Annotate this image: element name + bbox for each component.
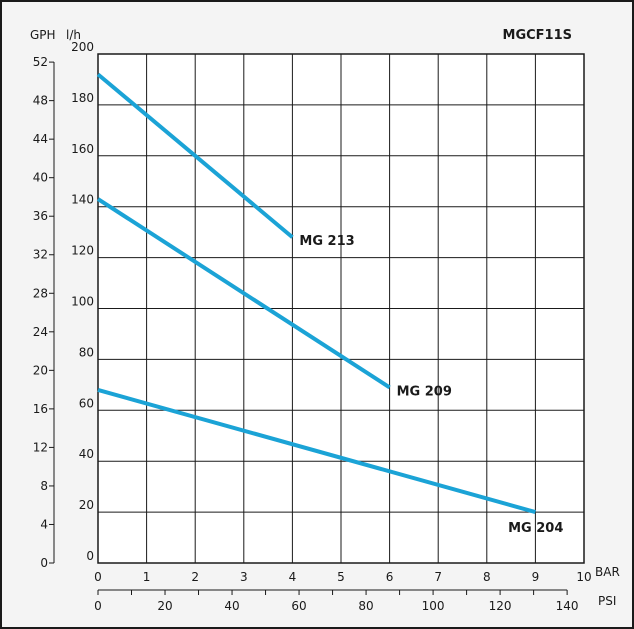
psi-tick-label: 120 (489, 599, 512, 613)
lh-axis-label: l/h (66, 28, 81, 42)
gph-tick-label: 52 (33, 55, 48, 69)
lh-tick-label: 200 (71, 40, 94, 54)
lh-tick-label: 180 (71, 91, 94, 105)
series-label-3: MG 204 (508, 521, 563, 536)
lh-tick-label: 0 (86, 549, 94, 563)
lh-tick-label: 160 (71, 142, 94, 156)
lh-tick-label: 80 (79, 345, 94, 359)
lh-tick-label: 140 (71, 193, 94, 207)
gph-tick-label: 24 (33, 325, 48, 339)
gph-tick-label: 32 (33, 248, 48, 262)
series-label-1: MG 213 (299, 234, 354, 249)
lh-tick-label: 120 (71, 244, 94, 258)
lh-tick-label: 100 (71, 295, 94, 309)
gph-tick-label: 44 (33, 132, 48, 146)
psi-tick-label: 60 (291, 599, 306, 613)
psi-tick-label: 80 (358, 599, 373, 613)
bar-tick-label: 2 (191, 570, 199, 584)
bar-tick-label: 10 (576, 570, 591, 584)
bar-tick-label: 3 (240, 570, 248, 584)
bar-axis-label: BAR (595, 565, 620, 579)
psi-axis-label: PSI (598, 594, 616, 608)
bar-tick-label: 6 (386, 570, 394, 584)
gph-tick-label: 12 (33, 440, 48, 454)
chart-title: MGCF11S (503, 28, 572, 43)
gph-axis-label: GPH (30, 28, 56, 42)
bar-tick-label: 8 (483, 570, 491, 584)
bar-tick-label: 4 (289, 570, 297, 584)
bar-tick-label: 1 (143, 570, 151, 584)
psi-tick-label: 140 (556, 599, 579, 613)
series-line-3 (97, 388, 536, 515)
gph-tick-label: 48 (33, 94, 48, 108)
psi-tick-label: 20 (157, 599, 172, 613)
series-line-2 (96, 197, 391, 390)
gph-tick-label: 20 (33, 363, 48, 377)
gph-tick-label: 8 (40, 479, 48, 493)
lh-tick-label: 60 (79, 396, 94, 410)
lh-tick-label: 40 (79, 447, 94, 461)
bar-tick-label: 9 (532, 570, 540, 584)
psi-tick-label: 100 (422, 599, 445, 613)
psi-tick-label: 0 (94, 599, 102, 613)
gph-tick-label: 0 (40, 556, 48, 570)
lh-tick-label: 20 (79, 498, 94, 512)
gph-tick-label: 28 (33, 286, 48, 300)
gph-tick-label: 36 (33, 209, 48, 223)
series-line-1 (96, 72, 294, 239)
series-label-2: MG 209 (397, 384, 452, 399)
gph-tick-label: 40 (33, 171, 48, 185)
psi-tick-label: 40 (224, 599, 239, 613)
bar-tick-label: 0 (94, 570, 102, 584)
bar-tick-label: 5 (337, 570, 345, 584)
bar-tick-label: 7 (434, 570, 442, 584)
gph-tick-label: 4 (40, 517, 48, 531)
gph-tick-label: 16 (33, 402, 48, 416)
